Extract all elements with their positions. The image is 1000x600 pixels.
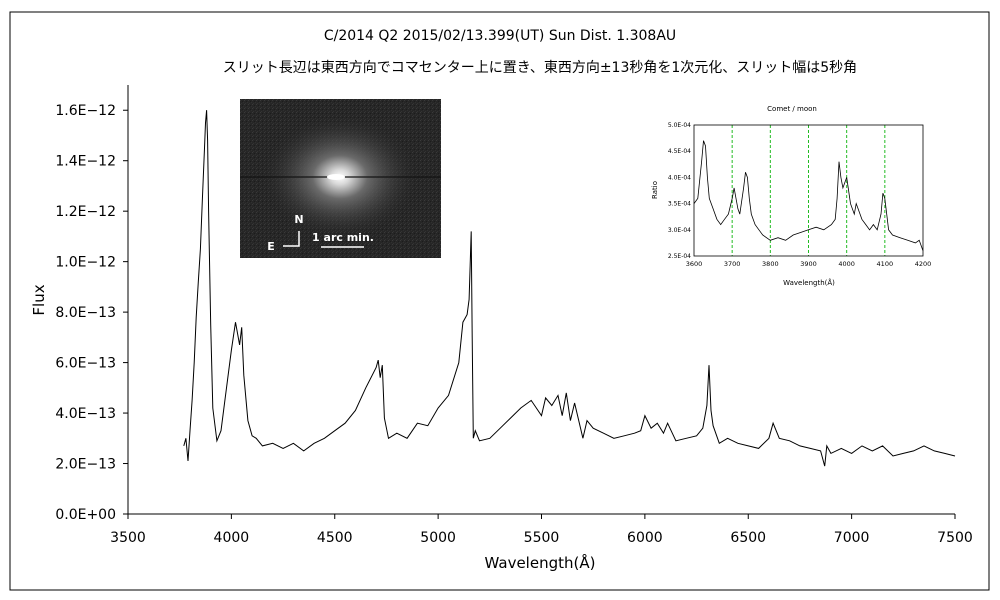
inset-x-tick-label: 4100 (877, 260, 894, 268)
x-tick-label: 6000 (627, 530, 663, 546)
ratio-inset-chart: Comet / moon 3600 3700 3800 3900 4000 4100 420… (650, 100, 935, 287)
inset-y-tick-label: 4.5E-04 (668, 148, 691, 155)
comet-image-inset: N E 1 arc min. (240, 99, 441, 258)
y-tick-label: 1.0E−12 (55, 255, 116, 271)
ratio-inset-background (650, 100, 935, 285)
x-tick-label: 4000 (214, 530, 250, 546)
inset-y-tick-label: 4.0E-04 (668, 174, 691, 181)
east-label: E (267, 240, 275, 253)
x-tick-label: 4500 (317, 530, 353, 546)
y-tick-label: 1.6E−12 (55, 103, 116, 119)
y-axis-label: Flux (30, 284, 48, 315)
chart-subtitle: スリット長辺は東西方向でコマセンター上に置き、東西方向±13秒角を1次元化、スリ… (223, 60, 857, 76)
inset-y-tick-label: 3.0E-04 (668, 227, 691, 234)
y-tick-label: 1.4E−12 (55, 154, 116, 170)
scale-bar-label: 1 arc min. (312, 231, 374, 244)
inset-y-axis-label: Ratio (651, 181, 659, 199)
x-tick-label: 5000 (420, 530, 456, 546)
inset-x-tick-label: 3700 (724, 260, 741, 268)
inset-plot-area (693, 124, 924, 257)
x-tick-label: 3500 (110, 530, 146, 546)
main-axis-ticks: 3500 4000 4500 5000 5500 6000 6500 7000 7500 0.0E… (55, 103, 972, 546)
inset-axis-ticks: 3600 3700 3800 3900 4000 4100 4200 2.5E-04 3.0E-… (668, 122, 931, 268)
y-tick-label: 8.0E−13 (55, 305, 116, 321)
inset-x-tick-label: 3900 (800, 260, 817, 268)
y-tick-label: 0.0E+00 (55, 507, 116, 523)
x-tick-label: 6500 (730, 530, 766, 546)
north-label: N (294, 213, 303, 226)
inset-x-axis-label: Wavelength(Å) (783, 278, 835, 287)
chart-title: C/2014 Q2 2015/02/13.399(UT) Sun Dist. 1… (324, 28, 676, 44)
y-tick-label: 4.0E−13 (55, 406, 116, 422)
inset-x-tick-label: 4000 (838, 260, 855, 268)
x-axis-label: Wavelength(Å) (485, 553, 596, 572)
inset-reference-lines (731, 125, 886, 256)
compass-arrows (283, 231, 300, 247)
y-tick-label: 6.0E−13 (55, 356, 116, 372)
inset-plot-frame (693, 124, 924, 257)
inset-x-tick-label: 3800 (762, 260, 779, 268)
inset-y-tick-label: 2.5E-04 (668, 253, 691, 260)
inset-x-tick-label: 3600 (686, 260, 703, 268)
inset-title: Comet / moon (767, 105, 817, 113)
y-tick-label: 2.0E−13 (55, 457, 116, 473)
ratio-spectrum-line (693, 140, 924, 251)
x-tick-label: 5500 (524, 530, 560, 546)
y-tick-label: 1.2E−12 (55, 204, 116, 220)
x-tick-label: 7500 (937, 530, 973, 546)
x-tick-label: 7000 (834, 530, 870, 546)
inset-y-tick-label: 3.5E-04 (668, 201, 691, 208)
comet-nucleus (327, 174, 345, 180)
inset-y-tick-label: 5.0E-04 (668, 122, 691, 129)
inset-x-tick-label: 4200 (915, 260, 932, 268)
flux-spectrum-line (183, 110, 956, 467)
figure-border (9, 11, 990, 591)
